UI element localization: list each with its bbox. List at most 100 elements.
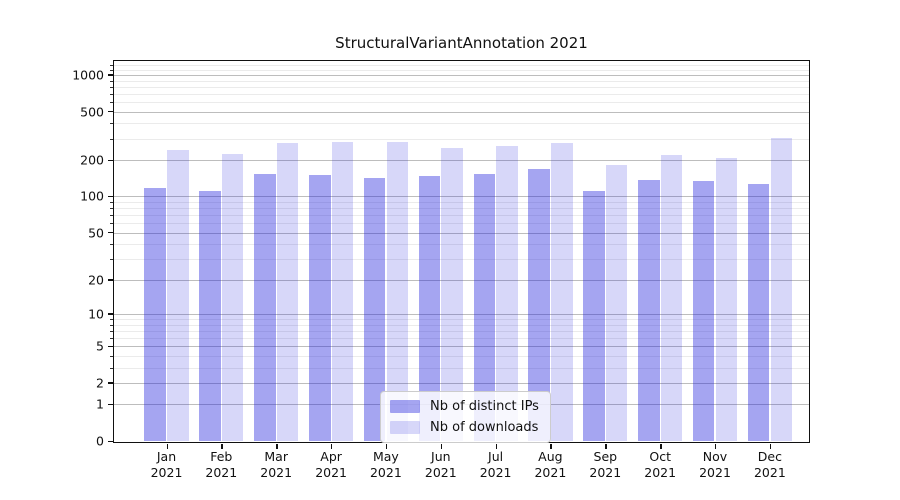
y-minor-tick-mark: [110, 101, 113, 103]
gridline-minor: [114, 86, 809, 88]
y-minor-tick-mark: [110, 138, 113, 140]
x-tick-year: 2021: [753, 465, 786, 480]
x-tick-label: Apr 2021: [301, 449, 361, 481]
legend-swatch-distinct-ips: [390, 400, 420, 413]
y-tick-label: 500: [80, 104, 104, 120]
y-minor-tick-mark: [110, 259, 113, 260]
gridline-minor: [114, 101, 809, 103]
y-minor-tick-mark: [110, 69, 113, 71]
plot-inner: Nb of distinct IPs Nb of downloads 1000 5…: [72, 61, 809, 480]
x-tick-mark: [331, 443, 333, 449]
gridline-minor: [114, 65, 809, 67]
x-tick-mark: [769, 443, 772, 449]
gridline-major: [114, 346, 809, 348]
bar-downloads-may: [386, 142, 408, 441]
legend-swatch-downloads: [390, 421, 420, 434]
bar-downloads-sep: [605, 165, 628, 441]
x-tick-year: 2021: [589, 465, 622, 480]
x-tick-year: 2021: [534, 465, 567, 480]
x-tick-label: Dec 2021: [740, 449, 800, 481]
x-tick-year: 2021: [205, 465, 238, 480]
gridline-major: [114, 111, 809, 113]
gridline-major: [114, 232, 809, 234]
x-tick-mark: [660, 443, 662, 449]
x-tick-mark: [605, 443, 607, 449]
y-minor-tick-mark: [110, 202, 113, 203]
y-tick-mark: [108, 440, 113, 442]
y-tick-mark: [108, 111, 113, 113]
x-tick-month: Apr: [320, 449, 342, 464]
y-tick-label: 1000: [72, 67, 104, 83]
y-minor-tick-mark: [110, 337, 113, 339]
bar-downloads-oct: [660, 154, 683, 441]
gridline-minor: [114, 259, 809, 260]
gridline-major: [114, 160, 809, 161]
gridline-minor: [114, 319, 809, 320]
x-tick-year: 2021: [424, 465, 457, 480]
x-tick-year: 2021: [369, 465, 402, 480]
bar-downloads-feb: [221, 154, 244, 441]
y-tick-mark: [108, 232, 113, 234]
y-minor-tick-mark: [110, 80, 113, 82]
y-minor-tick-mark: [110, 324, 113, 326]
x-tick-label: Aug 2021: [520, 449, 580, 481]
bar-downloads-dec: [770, 138, 792, 441]
gridline-minor: [114, 223, 809, 225]
gridline-minor: [114, 80, 809, 82]
x-tick-month: Jun: [431, 449, 451, 464]
gridline-minor: [114, 215, 809, 217]
x-tick-label: Jun 2021: [411, 449, 471, 481]
y-minor-tick-mark: [110, 93, 113, 95]
gridline-minor: [114, 244, 809, 246]
gridline-minor: [114, 337, 809, 339]
bar-distinct-ips-jun: [418, 175, 441, 441]
gridline-major: [114, 382, 809, 384]
y-tick-mark: [108, 345, 113, 347]
x-tick-label: Nov 2021: [685, 449, 745, 481]
gridline-major: [114, 279, 809, 281]
x-tick-mark: [166, 443, 168, 449]
y-tick-label: 200: [80, 152, 104, 168]
y-tick-label: 50: [88, 225, 104, 241]
x-tick-label: Jan 2021: [137, 449, 197, 481]
bar-downloads-apr: [331, 142, 354, 441]
legend-item-distinct-ips: Nb of distinct IPs: [390, 399, 539, 414]
x-tick-label: May 2021: [356, 449, 416, 481]
y-tick-mark: [108, 195, 113, 198]
legend-label-downloads: Nb of downloads: [430, 420, 539, 435]
legend: Nb of distinct IPs Nb of downloads: [380, 391, 551, 443]
x-tick-year: 2021: [150, 465, 183, 480]
bar-downloads-nov: [715, 158, 738, 441]
bar-downloads-jul: [496, 146, 518, 441]
x-tick-label: Oct 2021: [630, 449, 690, 481]
x-tick-month: Nov: [702, 449, 728, 464]
y-tick-mark: [108, 74, 113, 76]
bar-distinct-ips-feb: [199, 191, 221, 441]
y-minor-tick-mark: [110, 123, 113, 125]
y-tick-mark: [108, 382, 113, 384]
y-tick-label: 10: [88, 306, 104, 322]
bar-downloads-jan: [167, 149, 189, 441]
bars-layer: [114, 61, 809, 442]
gridline-minor: [114, 138, 809, 140]
bar-downloads-mar: [276, 143, 299, 441]
x-tick-year: 2021: [260, 465, 293, 480]
x-tick-month: Mar: [264, 449, 288, 464]
x-tick-mark: [221, 443, 223, 449]
y-tick-mark: [108, 159, 113, 161]
x-tick-mark: [495, 443, 497, 449]
bar-distinct-ips-mar: [254, 174, 276, 441]
x-tick-month: Aug: [538, 449, 563, 464]
y-tick-label: 100: [80, 188, 104, 204]
bar-distinct-ips-oct: [638, 179, 660, 441]
x-tick-month: Feb: [210, 449, 233, 464]
gridline-minor: [114, 324, 809, 326]
y-minor-tick-mark: [110, 215, 113, 217]
x-tick-year: 2021: [315, 465, 347, 480]
legend-item-downloads: Nb of downloads: [390, 420, 539, 435]
y-minor-tick-mark: [110, 86, 113, 88]
gridline-major: [114, 313, 809, 315]
x-tick-mark: [385, 443, 388, 449]
plot-area: Nb of distinct IPs Nb of downloads 1000 5…: [72, 60, 810, 480]
